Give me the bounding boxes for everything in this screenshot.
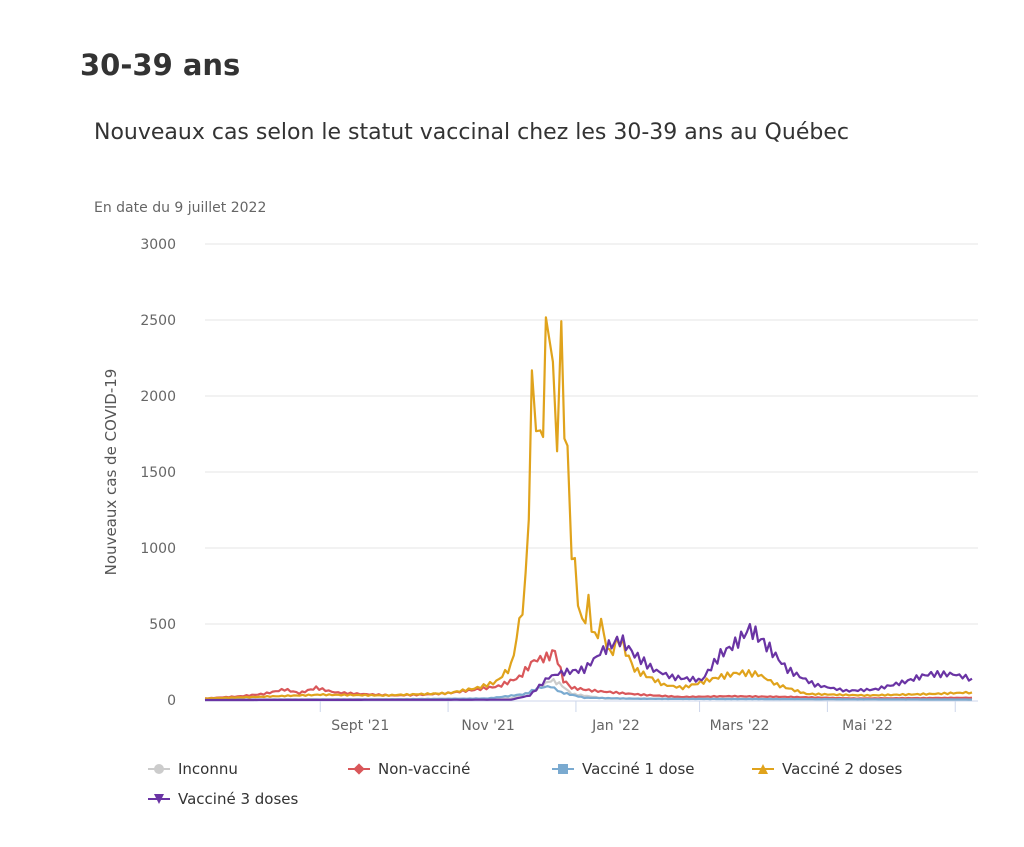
section-heading: 30-39 ans <box>80 48 241 82</box>
x-tick-label: Mai '22 <box>842 718 893 734</box>
chart-title: Nouveaux cas selon le statut vaccinal ch… <box>94 120 849 145</box>
y-tick-label: 500 <box>149 617 176 633</box>
x-tick-label: Sept '21 <box>331 718 389 734</box>
y-tick-label: 3000 <box>140 237 176 253</box>
legend-label: Inconnu <box>178 760 238 778</box>
x-tick-label: Nov '21 <box>461 718 514 734</box>
y-tick-label: 1500 <box>140 465 176 481</box>
series-line-vaccin-2-doses <box>204 316 973 700</box>
y-tick-label: 1000 <box>140 541 176 557</box>
circle-marker-icon <box>148 763 170 775</box>
chart-subtitle: En date du 9 juillet 2022 <box>94 200 267 216</box>
legend-item[interactable]: Inconnu <box>148 760 238 778</box>
x-tick-label: Mars '22 <box>710 718 770 734</box>
legend-item[interactable]: Vacciné 3 doses <box>148 790 298 808</box>
legend-item[interactable]: Vacciné 2 doses <box>752 760 902 778</box>
legend-item[interactable]: Vacciné 1 dose <box>552 760 695 778</box>
legend-label: Non-vacciné <box>378 760 471 778</box>
y-tick-label: 0 <box>167 693 176 709</box>
series-line-vaccin-3-doses <box>205 622 973 702</box>
legend-label: Vacciné 3 doses <box>178 790 299 808</box>
legend-label: Vacciné 2 doses <box>782 760 903 778</box>
legend-label: Vacciné 1 dose <box>582 760 695 778</box>
legend-item[interactable]: Non-vacciné <box>348 760 470 778</box>
y-tick-label: 2500 <box>140 313 176 329</box>
diamond-marker-icon <box>348 763 370 775</box>
y-axis-label: Nouveaux cas de COVID-19 <box>102 369 120 576</box>
x-tick-label: Jan '22 <box>591 718 640 734</box>
triangle-down-marker-icon <box>148 793 170 805</box>
square-marker-icon <box>552 763 574 775</box>
y-tick-label: 2000 <box>140 389 176 405</box>
triangle-marker-icon <box>752 763 774 775</box>
